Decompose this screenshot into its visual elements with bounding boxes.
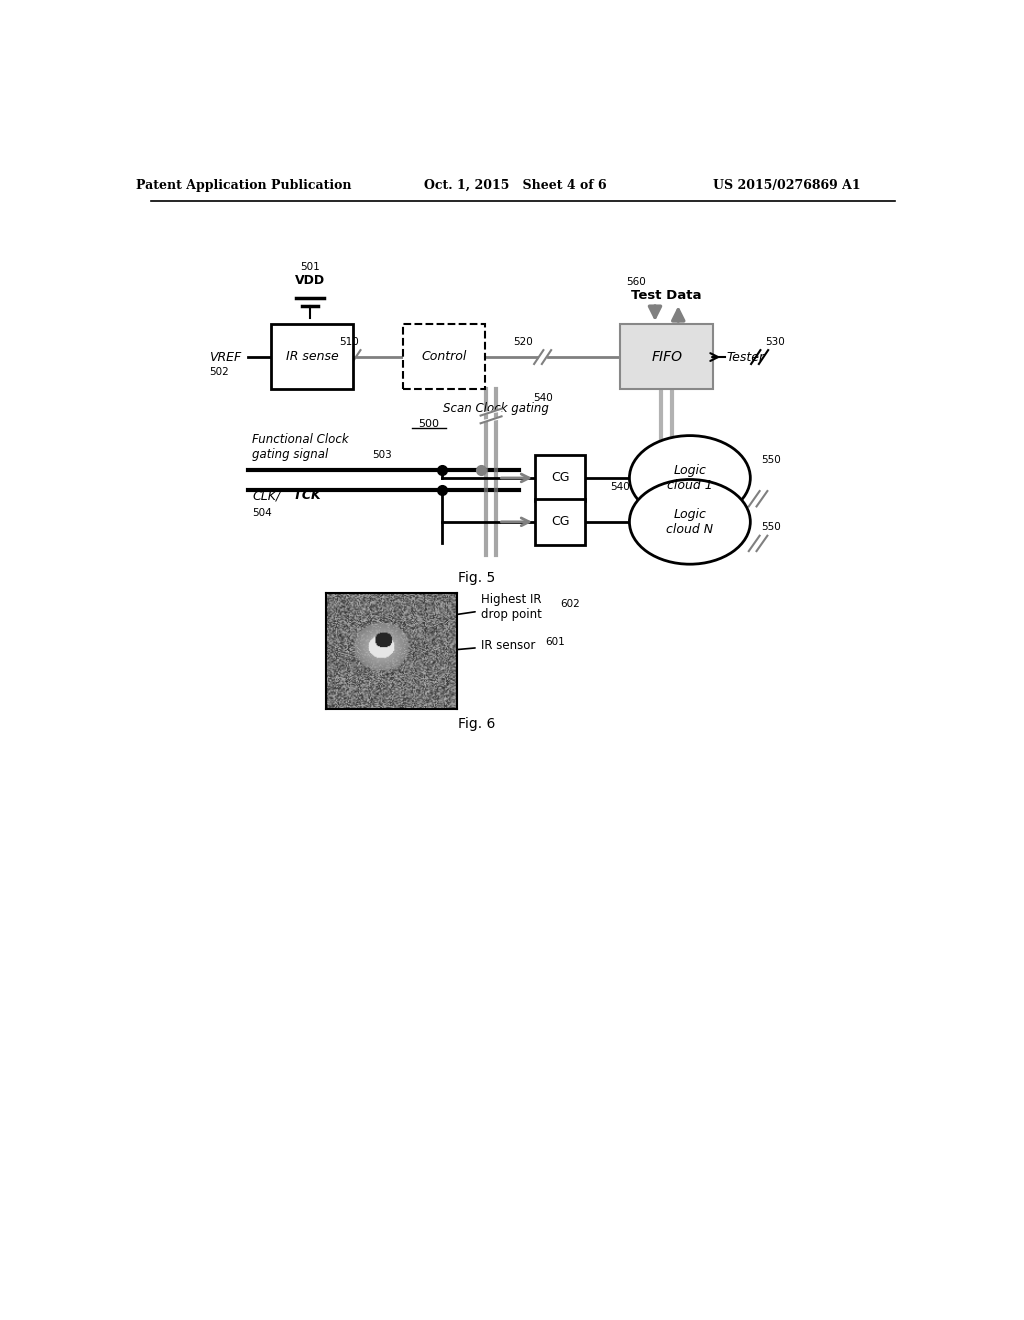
Text: VDD: VDD xyxy=(295,275,326,286)
Text: Fig. 6: Fig. 6 xyxy=(458,717,496,731)
Text: 502: 502 xyxy=(209,367,229,378)
Text: 503: 503 xyxy=(372,450,392,459)
Text: 600: 600 xyxy=(393,675,418,686)
Text: VREF: VREF xyxy=(209,351,242,363)
Text: CG: CG xyxy=(551,515,569,528)
Text: Functional Clock: Functional Clock xyxy=(252,433,348,446)
Text: 560: 560 xyxy=(626,277,645,288)
Text: Highest IR
drop point: Highest IR drop point xyxy=(394,593,542,626)
Text: CLK/: CLK/ xyxy=(252,490,281,502)
Text: TCK: TCK xyxy=(289,490,321,502)
Text: Logic
cloud 1: Logic cloud 1 xyxy=(667,463,713,492)
Text: 540: 540 xyxy=(532,393,553,403)
Text: 520: 520 xyxy=(513,337,534,347)
Text: Control: Control xyxy=(421,350,467,363)
Text: Tester: Tester xyxy=(726,351,765,363)
FancyBboxPatch shape xyxy=(403,323,484,389)
FancyBboxPatch shape xyxy=(535,499,586,545)
Text: gating signal: gating signal xyxy=(252,449,329,462)
Text: Fig. 5: Fig. 5 xyxy=(458,572,496,585)
Text: IR sense: IR sense xyxy=(286,350,339,363)
Text: 530: 530 xyxy=(765,337,785,347)
Text: 602: 602 xyxy=(560,598,581,609)
Text: Test Data: Test Data xyxy=(632,289,701,301)
Text: US 2015/0276869 A1: US 2015/0276869 A1 xyxy=(713,178,860,191)
Text: Patent Application Publication: Patent Application Publication xyxy=(136,178,352,191)
Text: Oct. 1, 2015   Sheet 4 of 6: Oct. 1, 2015 Sheet 4 of 6 xyxy=(424,178,607,191)
Text: Logic
cloud N: Logic cloud N xyxy=(667,508,714,536)
FancyBboxPatch shape xyxy=(621,323,713,389)
Text: 540: 540 xyxy=(610,482,630,491)
Text: 504: 504 xyxy=(252,508,271,517)
Text: 550: 550 xyxy=(762,521,781,532)
Text: CG: CG xyxy=(551,471,569,484)
Text: FIFO: FIFO xyxy=(651,350,682,364)
Text: 500: 500 xyxy=(418,418,439,429)
Text: Scan Clock gating: Scan Clock gating xyxy=(443,403,549,416)
Text: 601: 601 xyxy=(545,638,564,647)
Text: IR sensor: IR sensor xyxy=(375,639,535,659)
Ellipse shape xyxy=(630,479,751,564)
Text: 550: 550 xyxy=(762,454,781,465)
Text: 510: 510 xyxy=(339,337,358,347)
Text: 501: 501 xyxy=(300,261,319,272)
Ellipse shape xyxy=(630,436,751,520)
FancyBboxPatch shape xyxy=(271,323,352,389)
FancyBboxPatch shape xyxy=(535,455,586,502)
